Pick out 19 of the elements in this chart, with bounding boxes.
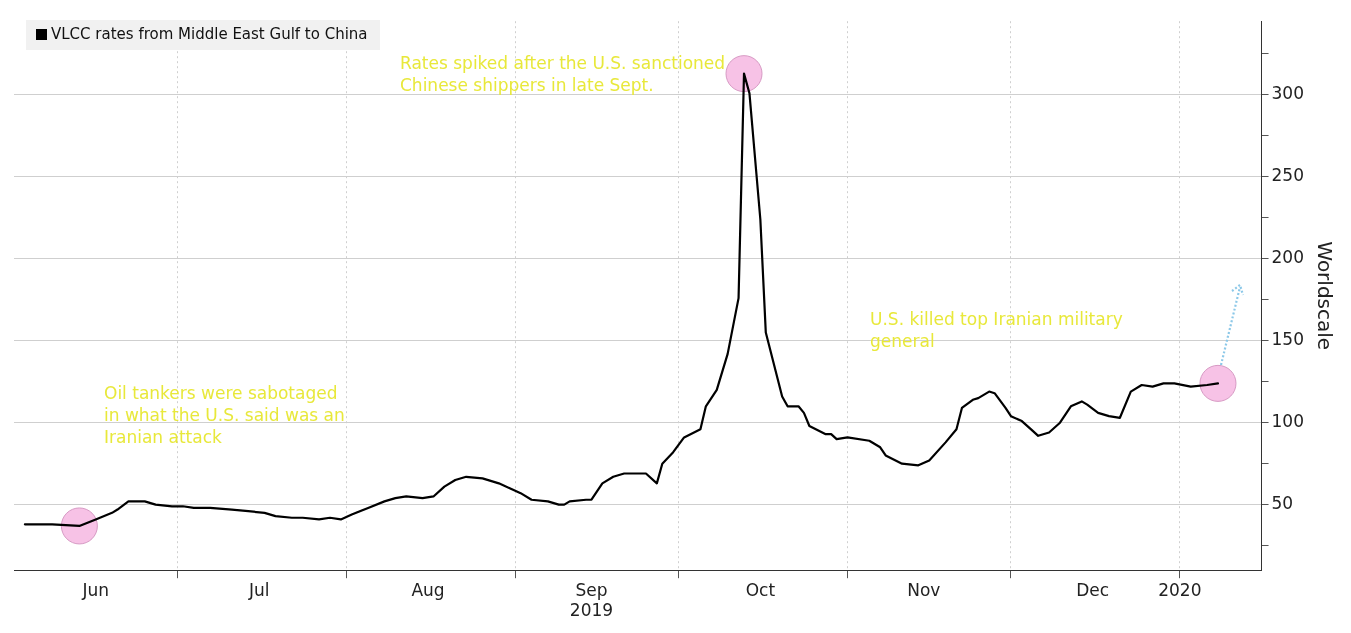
legend-label: VLCC rates from Middle East Gulf to China <box>51 25 368 43</box>
y-tick-label: 100 <box>1271 411 1305 432</box>
x-tick-label: Nov <box>907 579 941 600</box>
y-tick-label: 200 <box>1271 247 1305 268</box>
y-tick-label: 150 <box>1271 329 1305 350</box>
y-tick-label: 50 <box>1271 493 1294 514</box>
x-tick-label: Jun <box>81 579 109 600</box>
x-tick-label: 2020 <box>1158 579 1202 600</box>
x-tick-label: Jul <box>247 579 270 600</box>
x-tick-label: Oct <box>745 579 776 600</box>
x-tick-label: Sep 2019 <box>569 579 614 621</box>
annotation: Rates spiked after the U.S. sanctioned Chinese shippers in late Sept. <box>400 52 726 95</box>
annotation: U.S. killed top Iranian military general <box>870 308 1123 351</box>
y-tick-label: 250 <box>1271 165 1305 186</box>
x-tick-label: Dec <box>1076 579 1110 600</box>
annotation: Oil tankers were sabotaged in what the U.S. said was an Iranian attack <box>104 382 345 447</box>
x-tick-label: Aug <box>411 579 445 600</box>
y-tick-label: 300 <box>1271 83 1305 104</box>
y-axis-title: Worldscale <box>1312 241 1337 351</box>
